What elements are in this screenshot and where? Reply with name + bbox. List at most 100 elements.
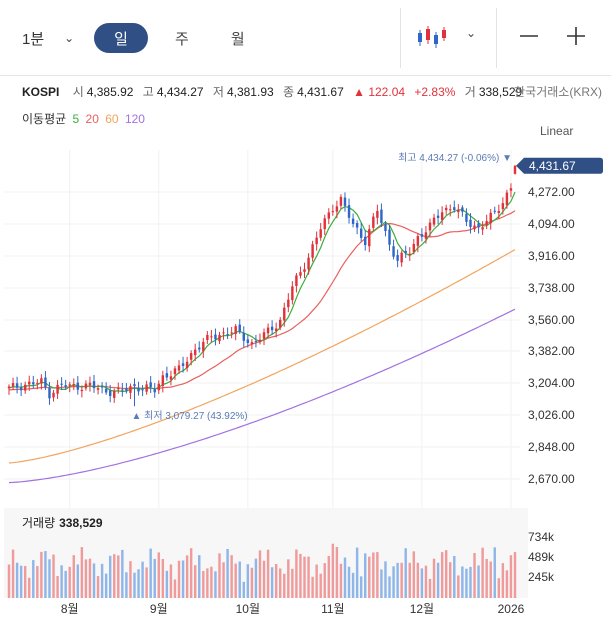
volume-bar [145, 567, 148, 598]
volume-bar [501, 563, 505, 598]
volume-pane [4, 508, 528, 598]
volume-bar [420, 568, 424, 598]
ma120-label: 120 [124, 112, 145, 126]
plus-icon[interactable] [562, 22, 590, 50]
candle-body [7, 386, 11, 389]
candle-body [436, 215, 440, 218]
volume-bar [157, 552, 160, 598]
interval-dropdown[interactable]: 1분 ⌄ [22, 24, 74, 52]
candle-body [76, 382, 80, 390]
candle-body [388, 229, 391, 245]
volume-bar [242, 581, 245, 598]
volume-bar [40, 551, 43, 598]
volume-bar [181, 560, 185, 598]
candle-body [262, 332, 266, 339]
tab-monthly[interactable]: 월 [230, 30, 245, 48]
volume-bar [270, 567, 274, 598]
x-tick-label: 11월 [321, 602, 345, 616]
volume-bar [513, 552, 517, 598]
minus-icon[interactable] [515, 22, 543, 50]
divider [496, 8, 497, 68]
volume-bar [80, 547, 84, 598]
high-value: 4,434.27 [156, 85, 204, 99]
close-label: 종 [283, 85, 295, 99]
volume-bar [299, 553, 302, 598]
x-tick-label: 8월 [61, 602, 79, 616]
candle-body [238, 324, 241, 332]
volume-bar [461, 566, 464, 598]
volume-bar [380, 569, 383, 598]
volume-bar [351, 572, 355, 598]
chart-toolbar: 1분 ⌄ 일 주 월 ⌄ [0, 0, 611, 76]
candlestick-icon[interactable] [416, 24, 448, 50]
candle-body [202, 341, 205, 352]
candle-body [23, 384, 27, 391]
volume-bar [64, 570, 67, 598]
volume-bar [238, 561, 241, 598]
candle-body [440, 212, 444, 221]
ma120-line [8, 308, 516, 484]
candle-body [108, 390, 112, 397]
candle-body [250, 342, 254, 345]
current-price-label: 4,431.67 [529, 159, 576, 173]
low-value: 4,381.93 [226, 85, 274, 99]
candle-body [133, 384, 136, 387]
candle-body [489, 212, 492, 224]
volume-bar [335, 547, 339, 598]
volume-bar [113, 554, 116, 598]
candle-body [113, 391, 116, 398]
volume-bar [343, 557, 347, 598]
close-value: 4,431.67 [297, 85, 344, 99]
y-tick-label: 2,670.00 [528, 472, 575, 486]
tab-daily[interactable]: 일 [94, 23, 148, 53]
volume-bar [129, 561, 132, 598]
candle-body [169, 376, 173, 380]
candle-body [481, 227, 484, 230]
volume-bar [319, 573, 322, 598]
volume-bar [368, 556, 371, 598]
y-tick-label: 3,204.00 [528, 376, 575, 390]
volume-bar [376, 552, 379, 598]
volume-bar [489, 561, 492, 598]
candle-body [457, 209, 460, 213]
candle-body [153, 389, 156, 393]
candle-body [121, 389, 124, 391]
candle-body [444, 207, 448, 211]
volume-bar [477, 565, 480, 598]
y-tick-label: 3,026.00 [528, 408, 575, 422]
change-value: ▲ 122.04 [353, 85, 406, 99]
candle-body [372, 216, 375, 228]
y-tick-label: 4,272.00 [528, 185, 575, 199]
candle-body [165, 373, 169, 378]
low-label: 저 [212, 85, 224, 99]
volume-bar [493, 547, 496, 598]
volume-bar [28, 577, 31, 598]
ma-label: 이동평균 [22, 112, 67, 126]
period-tabs: 일 주 월 [94, 22, 245, 54]
candle-body [347, 205, 351, 218]
candle-body [173, 368, 177, 375]
volume-bar [347, 566, 351, 598]
candle-body [214, 334, 217, 340]
open-value: 4,385.92 [86, 85, 134, 99]
candle-body [339, 196, 343, 206]
y-tick-label: 3,560.00 [528, 313, 575, 327]
candle-body [404, 250, 407, 253]
volume-bar [428, 578, 432, 598]
chevron-down-icon[interactable]: ⌄ [466, 26, 477, 40]
scale-mode-toggle[interactable]: Linear [540, 124, 574, 138]
candle-body [287, 299, 290, 308]
candle-body [19, 387, 23, 391]
volume-bar [177, 560, 181, 598]
candle-body [117, 387, 120, 390]
candle-body [408, 253, 411, 255]
x-tick-label: 12월 [410, 602, 434, 616]
x-tick-label: 10월 [236, 602, 260, 616]
ma5-label: 5 [72, 112, 80, 126]
moving-average-legend: 이동평균 5 20 60 120 [22, 110, 145, 127]
volume-bar [258, 550, 262, 598]
volume-bar [485, 558, 488, 598]
tab-weekly[interactable]: 주 [175, 30, 189, 48]
open-label: 시 [72, 85, 84, 99]
candle-body [210, 336, 213, 338]
